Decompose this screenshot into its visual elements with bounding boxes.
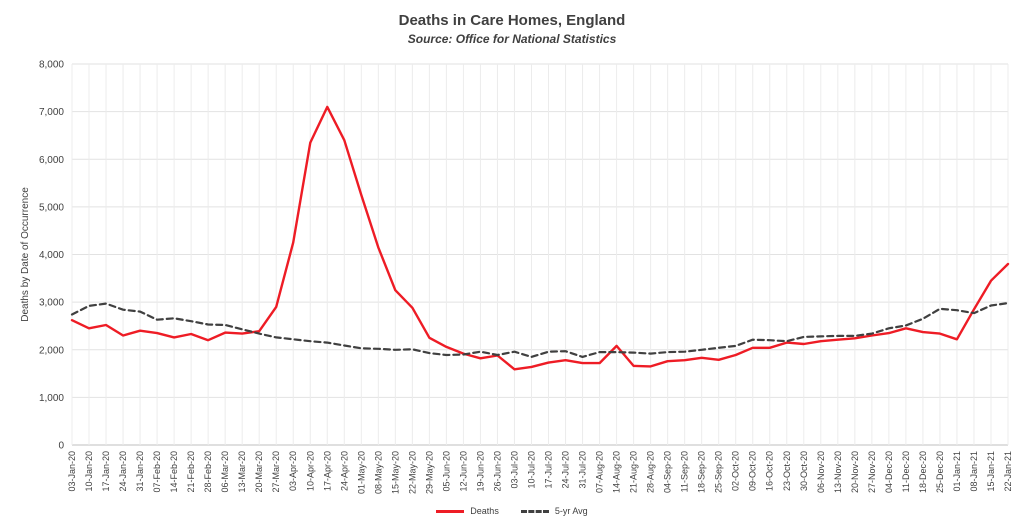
x-tick-label: 05-Jun-20 bbox=[441, 451, 451, 492]
y-tick-label: 5,000 bbox=[39, 202, 64, 213]
series-line-deaths bbox=[70, 105, 1010, 371]
y-tick-label: 6,000 bbox=[39, 155, 64, 166]
x-tick-label: 25-Dec-20 bbox=[935, 451, 945, 493]
x-tick-label: 20-Mar-20 bbox=[254, 451, 264, 493]
x-tick-label: 14-Feb-20 bbox=[169, 451, 179, 493]
x-tick-label: 30-Oct-20 bbox=[799, 451, 809, 491]
x-tick-label: 24-Apr-20 bbox=[339, 451, 349, 491]
x-tick-label: 25-Sep-20 bbox=[714, 451, 724, 493]
legend-label-deaths: Deaths bbox=[470, 506, 499, 516]
legend-item-5yr-avg: 5-yr Avg bbox=[520, 506, 588, 516]
x-tick-label: 11-Sep-20 bbox=[680, 451, 690, 492]
x-tick-label: 26-Jun-20 bbox=[492, 451, 502, 492]
legend-swatch-5yr-avg bbox=[520, 509, 549, 513]
x-tick-label: 17-Jul-20 bbox=[544, 451, 554, 489]
x-tick-label: 03-Jul-20 bbox=[509, 451, 519, 489]
x-tick-label: 15-May-20 bbox=[390, 451, 400, 494]
chart-title: Deaths in Care Homes, England bbox=[398, 12, 626, 29]
x-tick-label: 22-Jan-21 bbox=[1003, 451, 1013, 492]
y-tick-label: 3,000 bbox=[39, 298, 64, 309]
x-tick-label: 28-Feb-20 bbox=[203, 451, 213, 493]
y-tick-label: 0 bbox=[58, 441, 64, 452]
y-axis-title: Deaths by Date of Occurrence bbox=[20, 187, 31, 322]
x-tick-label: 17-Apr-20 bbox=[322, 451, 332, 491]
x-tick-label: 27-Mar-20 bbox=[271, 451, 281, 493]
x-tick-label: 10-Jul-20 bbox=[526, 451, 536, 489]
x-tick-label: 03-Jan-20 bbox=[67, 451, 77, 492]
x-tick-label: 15-Jan-21 bbox=[986, 451, 996, 492]
x-tick-label: 06-Mar-20 bbox=[220, 451, 230, 493]
x-tick-label: 06-Nov-20 bbox=[816, 451, 826, 493]
legend-item-deaths: Deaths bbox=[436, 506, 499, 516]
x-tick-label: 14-Aug-20 bbox=[612, 451, 622, 493]
x-tick-label: 01-May-20 bbox=[356, 451, 366, 494]
y-tick-label: 7,000 bbox=[39, 107, 64, 118]
chart-legend: Deaths 5-yr Avg bbox=[0, 506, 1024, 516]
series-line-5yr-avg bbox=[70, 302, 1010, 358]
x-tick-label: 01-Jan-21 bbox=[952, 451, 962, 492]
x-tick-label: 04-Dec-20 bbox=[884, 451, 894, 493]
x-tick-label: 17-Jan-20 bbox=[101, 451, 111, 492]
x-tick-label: 13-Mar-20 bbox=[237, 451, 247, 493]
x-tick-label: 18-Sep-20 bbox=[697, 451, 707, 493]
x-tick-label: 24-Jul-20 bbox=[561, 451, 571, 489]
x-tick-label: 28-Aug-20 bbox=[646, 451, 656, 493]
y-tick-label: 4,000 bbox=[39, 250, 64, 261]
legend-swatch-deaths bbox=[436, 509, 465, 513]
x-tick-label: 11-Dec-20 bbox=[901, 451, 911, 492]
x-tick-label: 08-May-20 bbox=[373, 451, 383, 494]
x-tick-label: 07-Aug-20 bbox=[595, 451, 605, 493]
x-tick-label: 19-Jun-20 bbox=[475, 451, 485, 492]
x-tick-label: 24-Jan-20 bbox=[118, 451, 128, 492]
x-tick-label: 21-Aug-20 bbox=[629, 451, 639, 493]
y-tick-label: 2,000 bbox=[39, 345, 64, 356]
x-tick-label: 10-Jan-20 bbox=[84, 451, 94, 492]
x-tick-label: 27-Nov-20 bbox=[867, 451, 877, 493]
x-tick-label: 10-Apr-20 bbox=[305, 451, 315, 491]
x-tick-label: 09-Oct-20 bbox=[748, 451, 758, 491]
y-tick-label: 1,000 bbox=[39, 393, 64, 404]
x-tick-label: 08-Jan-21 bbox=[969, 451, 979, 492]
x-tick-label: 23-Oct-20 bbox=[782, 451, 792, 491]
x-tick-label: 29-May-20 bbox=[424, 451, 434, 494]
x-tick-label: 02-Oct-20 bbox=[731, 451, 741, 491]
legend-label-5yr-avg: 5-yr Avg bbox=[554, 506, 588, 516]
x-tick-label: 12-Jun-20 bbox=[458, 451, 468, 492]
chart-subtitle: Source: Office for National Statistics bbox=[407, 32, 617, 46]
x-tick-label: 31-Jan-20 bbox=[135, 451, 145, 492]
x-tick-label: 13-Nov-20 bbox=[833, 451, 843, 493]
x-tick-label: 31-Jul-20 bbox=[578, 451, 588, 489]
x-tick-label: 21-Feb-20 bbox=[186, 451, 196, 493]
x-tick-label: 03-Apr-20 bbox=[288, 451, 298, 491]
x-tick-label: 07-Feb-20 bbox=[152, 451, 162, 493]
x-tick-label: 20-Nov-20 bbox=[850, 451, 860, 493]
x-tick-label: 18-Dec-20 bbox=[918, 451, 928, 493]
x-tick-label: 16-Oct-20 bbox=[765, 451, 775, 491]
x-tick-label: 04-Sep-20 bbox=[663, 451, 673, 493]
y-tick-label: 8,000 bbox=[39, 60, 64, 71]
x-tick-label: 22-May-20 bbox=[407, 451, 417, 494]
